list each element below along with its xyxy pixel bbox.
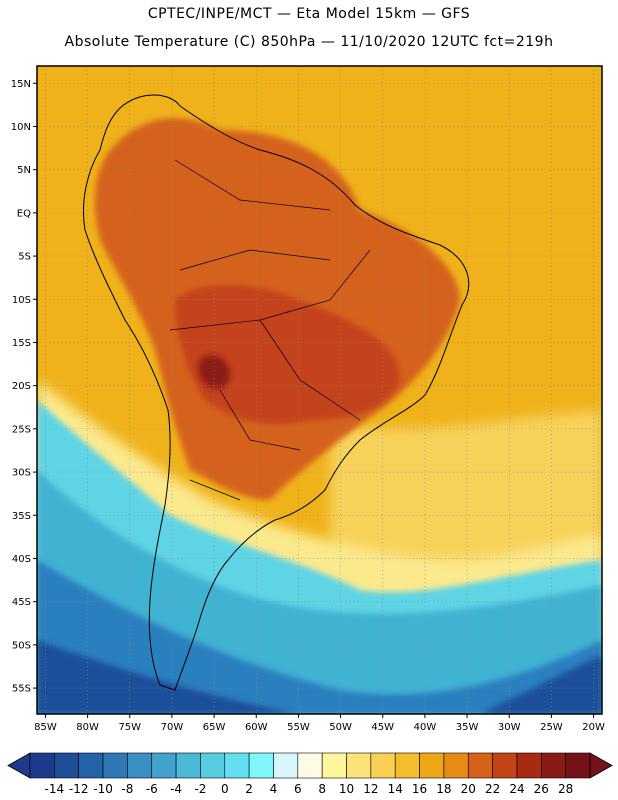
colorbar-label: 20 [461, 782, 476, 796]
colorbar-label: 22 [485, 782, 500, 796]
colorbar-label: 6 [294, 782, 302, 796]
colorbar-swatch [394, 752, 420, 779]
lat-tick-label: 15S [12, 338, 31, 349]
colorbar-label: -12 [69, 782, 89, 796]
colorbar-swatch [419, 752, 445, 779]
lat-tick-label: 5S [18, 252, 31, 263]
colorbar-label: -10 [93, 782, 113, 796]
lat-tick-label: 35S [12, 511, 31, 522]
lat-tick-label: 30S [12, 468, 31, 479]
colorbar-right-arrow [589, 752, 613, 779]
colorbar-swatch [541, 752, 566, 779]
lon-tick-label: 40W [414, 722, 437, 733]
colorbar-label: 26 [534, 782, 549, 796]
lat-tick-label: 45S [12, 597, 31, 608]
colorbar-label: -2 [194, 782, 206, 796]
colorbar-label: 2 [245, 782, 253, 796]
lon-tick-label: 65W [203, 722, 226, 733]
field-core [198, 354, 231, 390]
title-line-2: Absolute Temperature (C) 850hPa — 11/10/… [64, 34, 554, 50]
lon-tick-label: 25W [540, 722, 563, 733]
lat-tick-label: 20S [12, 381, 31, 392]
colorbar-label: 16 [412, 782, 427, 796]
colorbar-label: 14 [388, 782, 403, 796]
colorbar-swatch [127, 752, 153, 779]
colorbar-swatch [443, 752, 469, 779]
colorbar-label: 12 [363, 782, 378, 796]
colorbar-label: 8 [318, 782, 326, 796]
colorbar-swatch [248, 752, 274, 779]
field-cold-blue [37, 560, 602, 714]
lon-tick-label: 75W [118, 722, 141, 733]
colorbar-label: -4 [170, 782, 182, 796]
colorbar-swatch [54, 752, 79, 779]
lon-tick-label: 50W [329, 722, 352, 733]
colorbar-swatch [200, 752, 226, 779]
colorbar-label: 18 [436, 782, 451, 796]
lat-tick-label: 25S [12, 424, 31, 435]
map-frame [36, 65, 603, 715]
title-line-1: CPTEC/INPE/MCT — Eta Model 15km — GFS [147, 6, 471, 22]
colorbar-label: 4 [270, 782, 278, 796]
lon-tick-label: 55W [287, 722, 310, 733]
colorbar-swatch [29, 752, 55, 779]
latitude-axis: 15N 10N 5N EQ 5S 10S 15S 20S 25S 30S 35S 40S 45S 50S 5… [11, 79, 37, 695]
colorbar-swatch [321, 752, 347, 779]
colorbar-swatch [370, 752, 396, 779]
colorbar-swatch [492, 752, 518, 779]
lat-tick-label: 10N [11, 122, 31, 133]
lon-tick-label: 45W [371, 722, 394, 733]
lat-tick-label: 40S [12, 554, 31, 565]
colorbar-swatch [565, 752, 591, 779]
colorbar-label: -8 [121, 782, 133, 796]
lat-lon-grid [37, 66, 602, 714]
lat-tick-label: 15N [11, 79, 31, 90]
colorbar-swatch [151, 752, 177, 779]
colorbar-swatch [346, 752, 372, 779]
colorbar-swatch [224, 752, 250, 779]
colorbar-swatch [273, 752, 299, 779]
colorbar-swatch [102, 752, 128, 779]
colorbar: -14 -12 -10 -8 -6 -4 -2 0 2 4 6 8 10 12 14 16 18 20 22 24 26… [7, 752, 613, 796]
lon-tick-label: 85W [34, 722, 57, 733]
field-cold-deep [37, 640, 602, 714]
lat-tick-label: 55S [12, 684, 31, 695]
lat-tick-label: 50S [12, 640, 31, 651]
colorbar-label: 10 [339, 782, 354, 796]
lat-tick-label: 5N [17, 165, 31, 176]
field-land-hotter [175, 285, 400, 424]
lon-tick-label: 80W [76, 722, 99, 733]
colorbar-label: 24 [509, 782, 524, 796]
country-borders [169, 159, 371, 501]
colorbar-swatch [516, 752, 542, 779]
lon-tick-label: 30W [498, 722, 521, 733]
colorbar-swatch [78, 752, 104, 779]
colorbar-swatch [467, 752, 493, 779]
colorbar-swatch [175, 752, 201, 779]
colorbar-label: 28 [558, 782, 573, 796]
temperature-field [37, 66, 602, 714]
colorbar-label: -14 [45, 782, 65, 796]
colorbar-label: -6 [146, 782, 158, 796]
colorbar-label: 0 [221, 782, 229, 796]
lon-tick-label: 60W [245, 722, 268, 733]
colorbar-left-arrow [7, 752, 31, 779]
lon-tick-label: 20W [582, 722, 605, 733]
lon-tick-label: 35W [456, 722, 479, 733]
coastline [82, 94, 470, 691]
colorbar-swatch [297, 752, 323, 779]
longitude-axis: 85W 80W 75W 70W 65W 60W 55W 50W 45W 40W 35W 30W 25W 2… [34, 714, 605, 733]
lat-tick-label: 10S [12, 295, 31, 306]
lat-tick-label: EQ [17, 208, 31, 219]
lon-tick-label: 70W [161, 722, 184, 733]
